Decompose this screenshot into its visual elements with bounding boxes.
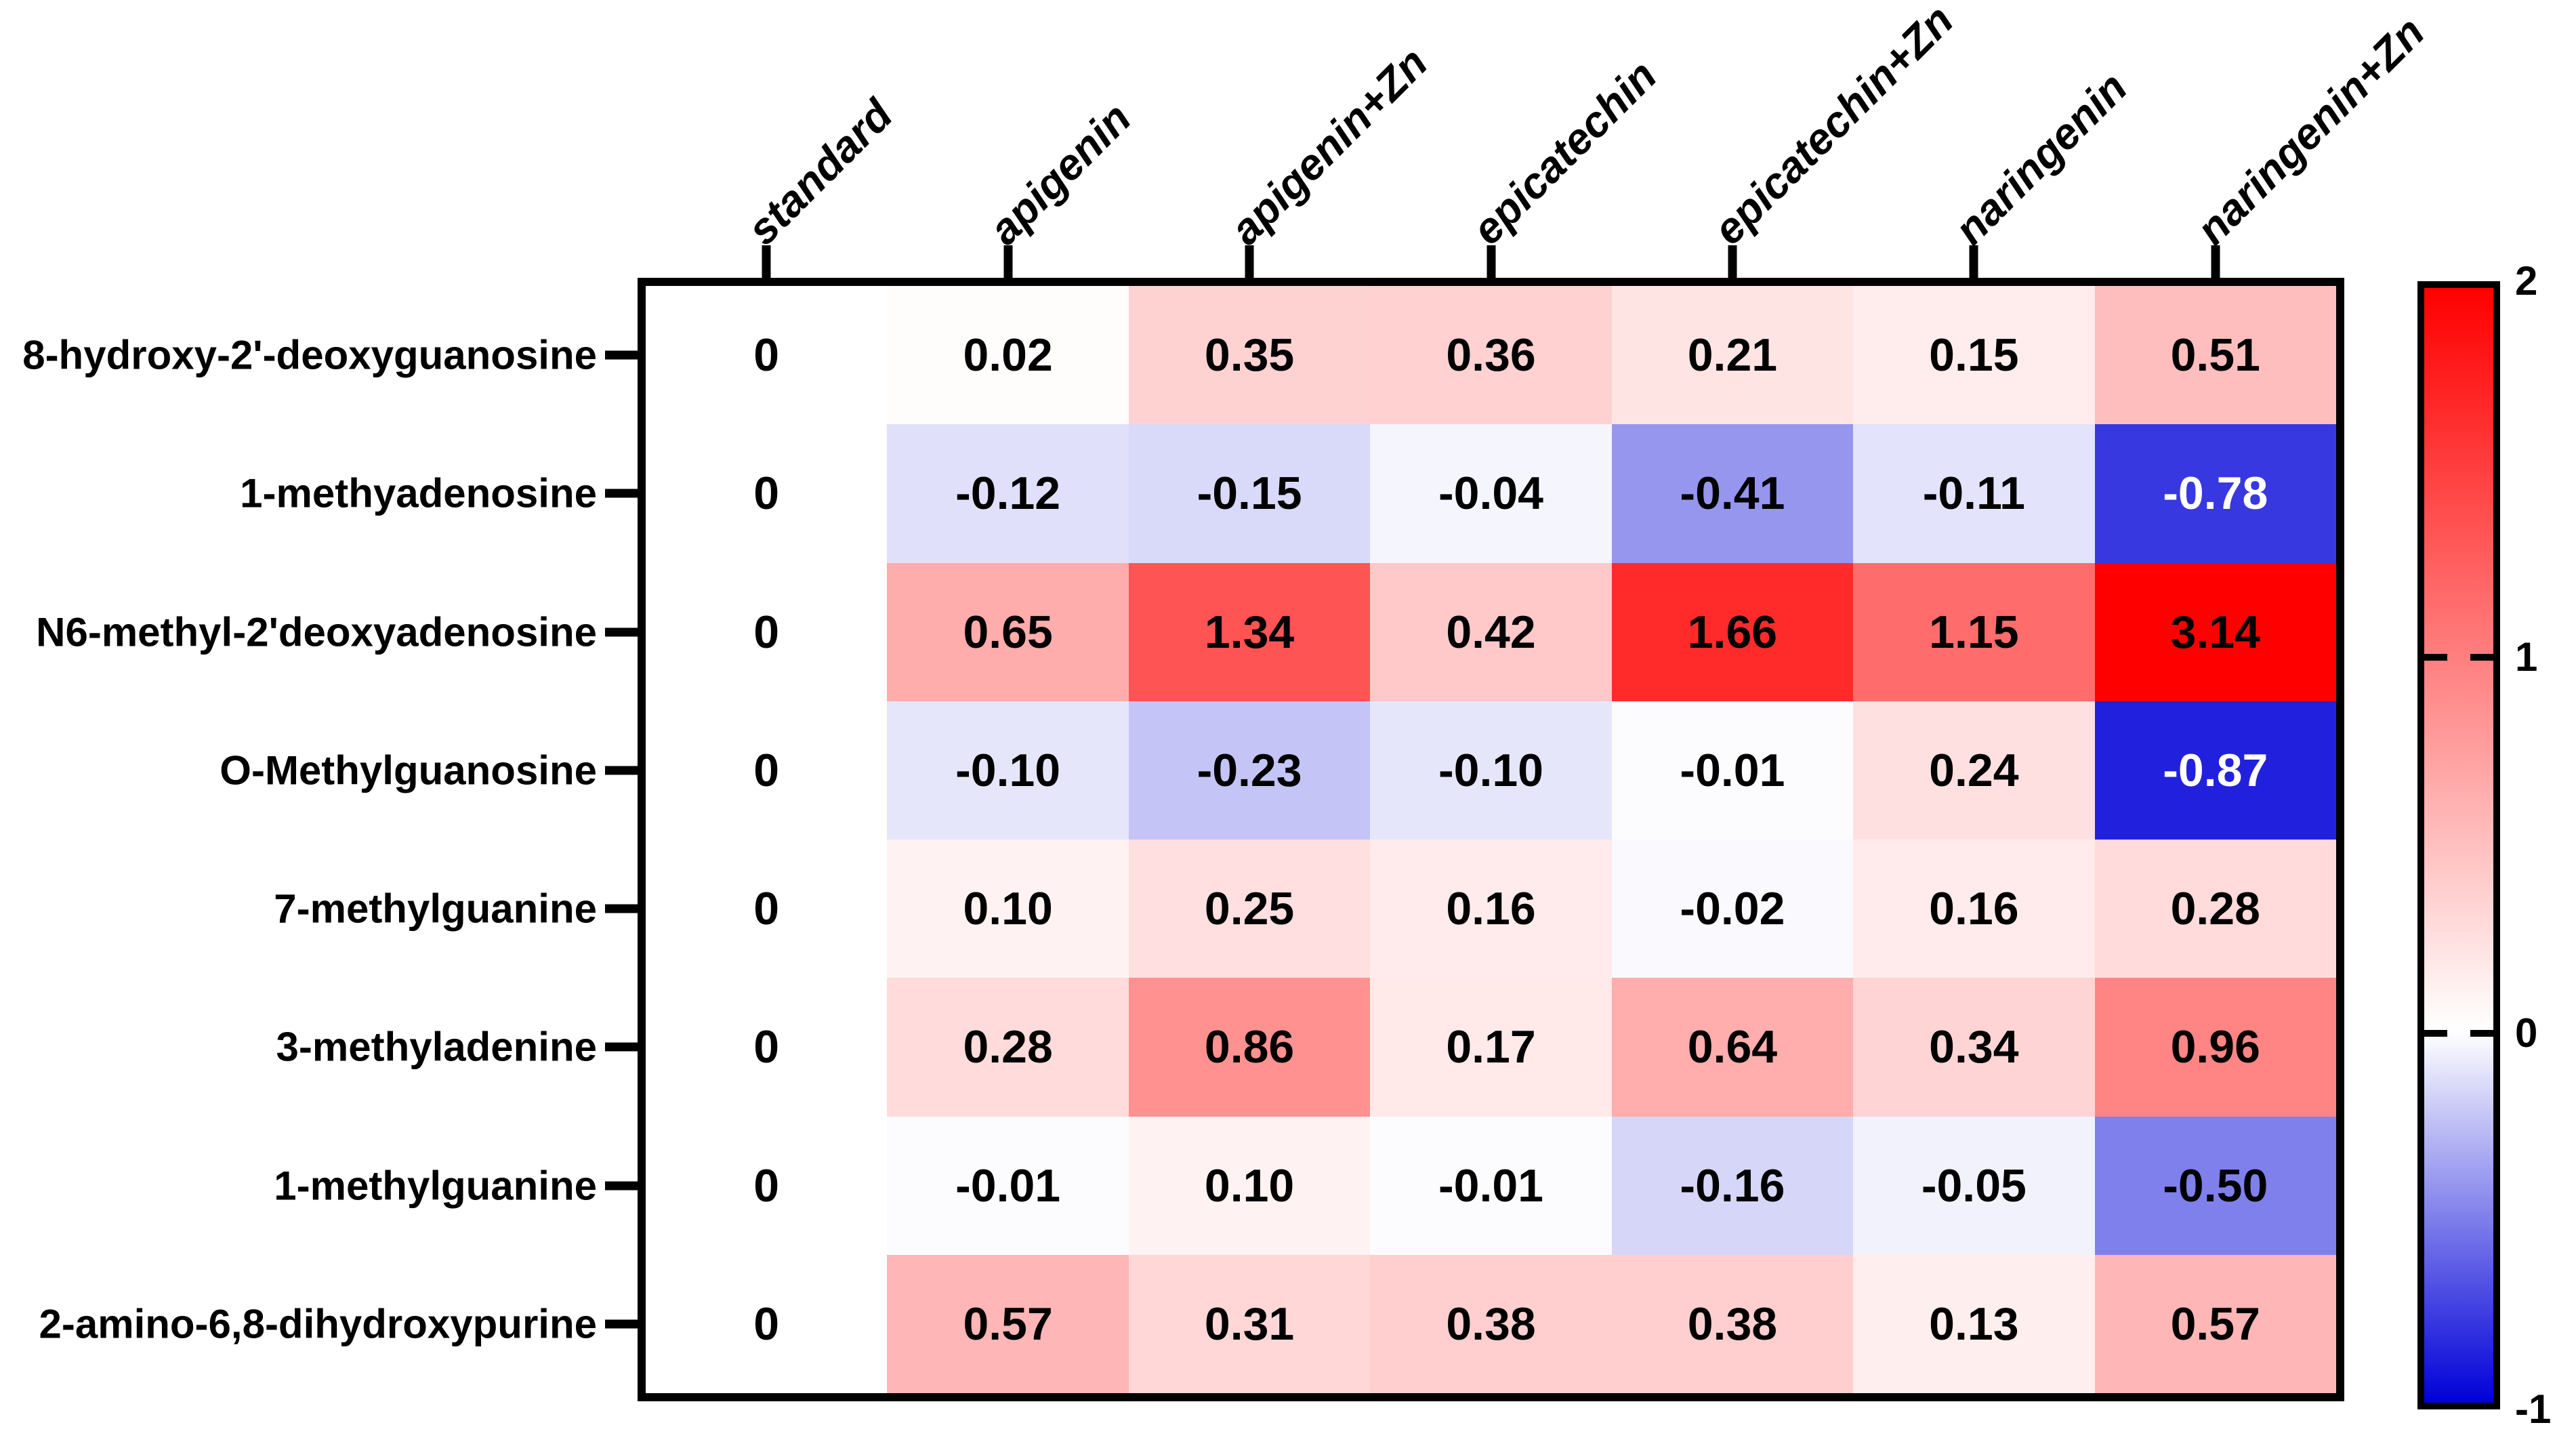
- row-tick-mark: [605, 904, 638, 913]
- heatmap-cell: -0.02: [1611, 840, 1854, 978]
- row-label: 7-methylguanine: [274, 886, 597, 932]
- heatmap-cell: 0.35: [1128, 286, 1371, 425]
- heatmap-plot-area: 0 0.02 0.35 0.36 0.21 0.15 0.51 0 -0.12 -0.15 -0.0…: [638, 278, 2344, 1401]
- heatmap-cell: 0: [646, 840, 888, 978]
- row-tick-mark: [605, 1181, 638, 1191]
- column-tick-mark: [1003, 245, 1013, 278]
- heatmap-cell: -0.10: [1370, 701, 1612, 840]
- heatmap-cell: 0.38: [1370, 1254, 1612, 1393]
- colorbar-tick-mark: [2470, 1030, 2493, 1037]
- heatmap-cell: -0.41: [1611, 424, 1854, 563]
- heatmap-cell: 0.24: [1853, 701, 2095, 840]
- row-label: N6-methyl-2'deoxyadenosine: [36, 609, 597, 655]
- heatmap-cell: 0: [646, 978, 888, 1117]
- column-header: apigenin: [979, 93, 1140, 254]
- heatmap-cell: -0.11: [1853, 424, 2095, 563]
- column-header: apigenin+Zn: [1220, 38, 1437, 254]
- colorbar-tick-label: 1: [2515, 634, 2538, 680]
- column-tick-mark: [2211, 245, 2220, 278]
- colorbar-gradient: [2424, 288, 2493, 1403]
- colorbar-tick-mark: [2424, 654, 2447, 661]
- heatmap-cell: 0.28: [2094, 840, 2336, 978]
- heatmap-cell: -0.23: [1128, 701, 1371, 840]
- heatmap-cell: 0.65: [887, 562, 1129, 701]
- row-label: 1-methylguanine: [274, 1163, 597, 1209]
- heatmap-cell: -0.01: [1370, 1116, 1612, 1255]
- heatmap-cell: 0.34: [1853, 978, 2095, 1117]
- heatmap-cell: 0: [646, 286, 888, 425]
- row-label: O-Methylguanosine: [220, 747, 597, 793]
- column-tick-mark: [1245, 245, 1254, 278]
- row-tick-mark: [605, 1042, 638, 1052]
- row-label: 2-amino-6,8-dihydroxypurine: [39, 1301, 597, 1347]
- heatmap-cell: 0.25: [1128, 840, 1371, 978]
- heatmap-cell: -0.12: [887, 424, 1129, 563]
- heatmap-cell: -0.01: [1611, 701, 1854, 840]
- column-header: epicatechin: [1462, 50, 1666, 254]
- colorbar-tick-label: 2: [2515, 258, 2538, 304]
- heatmap-cell: 0.57: [2094, 1254, 2336, 1393]
- heatmap-cell: 0.51: [2094, 286, 2336, 425]
- heatmap-cell: 0.38: [1611, 1254, 1854, 1393]
- column-tick-mark: [762, 245, 771, 278]
- row-tick-mark: [605, 350, 638, 360]
- column-tick-mark: [1969, 245, 1978, 278]
- heatmap-cell: -0.50: [2094, 1116, 2336, 1255]
- heatmap-cell: -0.04: [1370, 424, 1612, 563]
- heatmap-cell: -0.87: [2094, 701, 2336, 840]
- heatmap-cell: 0: [646, 1116, 888, 1255]
- column-tick-mark: [1728, 245, 1737, 278]
- column-header: standard: [738, 89, 902, 254]
- colorbar-tick-mark: [2470, 654, 2493, 661]
- column-header: epicatechin+Zn: [1703, 0, 1963, 254]
- column-tick-mark: [1487, 245, 1495, 278]
- colorbar-tick-label: 0: [2515, 1010, 2538, 1056]
- row-label: 3-methyladenine: [276, 1024, 597, 1070]
- row-tick-mark: [605, 627, 638, 637]
- colorbar-tick-mark: [2424, 1030, 2447, 1037]
- heatmap-cell: 3.14: [2094, 562, 2336, 701]
- heatmap-cell: 0.16: [1853, 840, 2095, 978]
- heatmap-cell: 0.31: [1128, 1254, 1371, 1393]
- heatmap-cell: 0.16: [1370, 840, 1612, 978]
- heatmap-cell: 0: [646, 701, 888, 840]
- row-label: 8-hydroxy-2'-deoxyguanosine: [22, 332, 597, 378]
- heatmap-cell: 0.10: [1128, 1116, 1371, 1255]
- row-tick-mark: [605, 489, 638, 498]
- heatmap-cell: -0.10: [887, 701, 1129, 840]
- colorbar: [2417, 281, 2500, 1409]
- heatmap-cell: 0: [646, 1254, 888, 1393]
- heatmap-cell: -0.01: [887, 1116, 1129, 1255]
- colorbar-tick-label: -1: [2515, 1386, 2552, 1432]
- heatmap-cell: 0.64: [1611, 978, 1854, 1117]
- heatmap-cell: -0.15: [1128, 424, 1371, 563]
- heatmap-cell: 0.57: [887, 1254, 1129, 1393]
- heatmap-cell: 0.15: [1853, 286, 2095, 425]
- row-tick-mark: [605, 1319, 638, 1329]
- heatmap-cell: 0.10: [887, 840, 1129, 978]
- heatmap-cell: 0.86: [1128, 978, 1371, 1117]
- heatmap-cell: -0.05: [1853, 1116, 2095, 1255]
- heatmap-cell: 0.17: [1370, 978, 1612, 1117]
- heatmap-cell: -0.16: [1611, 1116, 1854, 1255]
- heatmap-cell: 0.36: [1370, 286, 1612, 425]
- column-header: naringenin: [1945, 62, 2137, 254]
- column-header: naringenin+Zn: [2186, 7, 2434, 254]
- heatmap-cell: 1.66: [1611, 562, 1854, 701]
- heatmap-cell: 0.02: [887, 286, 1129, 425]
- heatmap-cell: 0: [646, 562, 888, 701]
- heatmap-cell: 1.34: [1128, 562, 1371, 701]
- row-tick-mark: [605, 766, 638, 775]
- heatmap-cell: 0.13: [1853, 1254, 2095, 1393]
- heatmap-cell: -0.78: [2094, 424, 2336, 563]
- heatmap-cell: 0.96: [2094, 978, 2336, 1117]
- heatmap-cell: 0.21: [1611, 286, 1854, 425]
- heatmap-cell: 0.42: [1370, 562, 1612, 701]
- row-label: 1-methyadenosine: [240, 470, 597, 516]
- heatmap-cell: 0.28: [887, 978, 1129, 1117]
- heatmap-grid: 0 0.02 0.35 0.36 0.21 0.15 0.51 0 -0.12 -0.15 -0.0…: [646, 286, 2336, 1393]
- heatmap-cell: 1.15: [1853, 562, 2095, 701]
- heatmap-cell: 0: [646, 424, 888, 563]
